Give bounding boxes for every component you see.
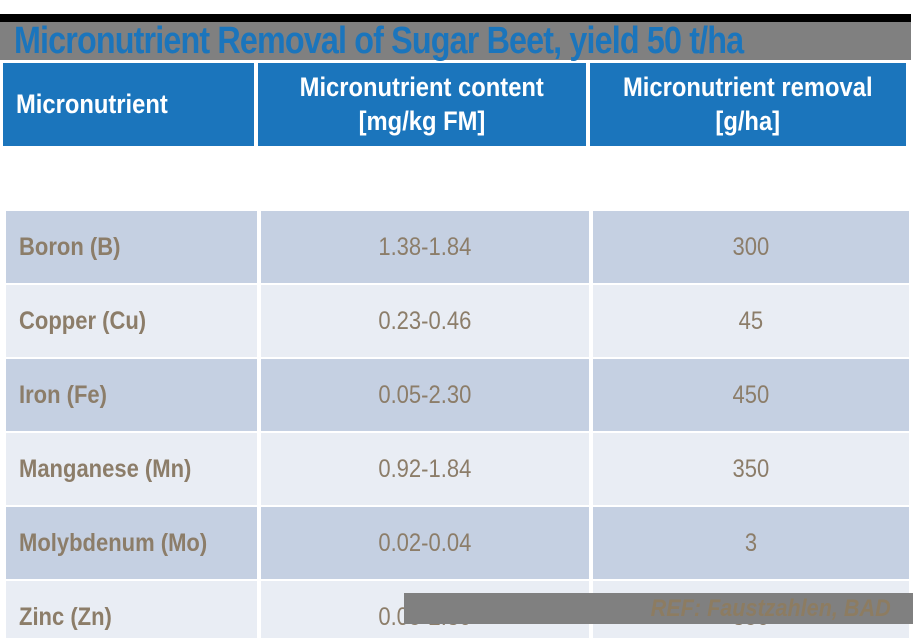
table-header-row: Micronutrient Micronutrient content [mg/… [3, 63, 906, 146]
nutrient-name-cell: Iron (Fe) [6, 359, 257, 431]
micronutrient-table: Micronutrient Micronutrient content [mg/… [3, 63, 909, 638]
removal-value-cell: 350 [593, 433, 909, 505]
table-body: Boron (B) 1.38-1.84 300 Copper (Cu) 0.23… [6, 211, 909, 638]
removal-value-cell: 450 [593, 359, 909, 431]
header-label-unit: [mg/kg FM] [358, 105, 486, 136]
header-label: Micronutrient content [299, 71, 545, 102]
table-row: Boron (B) 1.38-1.84 300 [6, 211, 909, 283]
content-value-cell: 0.92-1.84 [261, 433, 589, 505]
header-label: Micronutrient removal [623, 71, 873, 102]
content-value-cell: 0.23-0.46 [261, 285, 589, 357]
nutrient-name-cell: Manganese (Mn) [6, 433, 257, 505]
table-row: Manganese (Mn) 0.92-1.84 350 [6, 433, 909, 505]
header-label: Micronutrient [16, 88, 168, 119]
reference-text: REF: Faustzahlen, BAD [650, 594, 891, 622]
nutrient-name-cell: Copper (Cu) [6, 285, 257, 357]
content-value-cell: 1.38-1.84 [261, 211, 589, 283]
content-value-cell: 0.05-2.30 [261, 359, 589, 431]
table-row: Iron (Fe) 0.05-2.30 450 [6, 359, 909, 431]
removal-value-cell: 45 [593, 285, 909, 357]
header-cell-content: Micronutrient content [mg/kg FM] [258, 63, 586, 146]
title-bar: Micronutrient Removal of Sugar Beet, yie… [0, 14, 911, 60]
nutrient-name-cell: Molybdenum (Mo) [6, 507, 257, 579]
table-row: Copper (Cu) 0.23-0.46 45 [6, 285, 909, 357]
table-row: Molybdenum (Mo) 0.02-0.04 3 [6, 507, 909, 579]
removal-value-cell: 3 [593, 507, 909, 579]
content-value-cell: 0.02-0.04 [261, 507, 589, 579]
header-label-unit: [g/ha] [715, 105, 781, 136]
nutrient-name-cell: Zinc (Zn) [6, 581, 257, 638]
page-title: Micronutrient Removal of Sugar Beet, yie… [14, 20, 744, 62]
removal-value-cell: 300 [593, 211, 909, 283]
header-cell-removal: Micronutrient removal [g/ha] [590, 63, 906, 146]
footer-bar: REF: Faustzahlen, BAD [404, 593, 913, 624]
nutrient-name-cell: Boron (B) [6, 211, 257, 283]
header-cell-micronutrient: Micronutrient [3, 63, 254, 146]
